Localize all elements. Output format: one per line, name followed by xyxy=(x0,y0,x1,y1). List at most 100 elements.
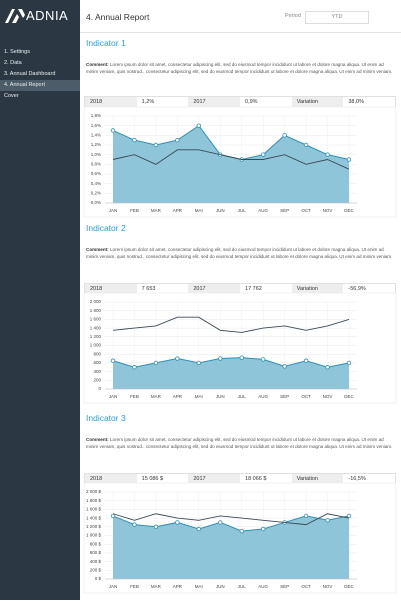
y-tick-label: 2 000 $ xyxy=(86,489,102,494)
marker xyxy=(282,364,287,369)
stat-value: 18 066 $ xyxy=(245,476,267,482)
y-tick-label: 1 600 $ xyxy=(86,507,102,512)
section-title: Indicator 1 xyxy=(86,38,126,48)
y-tick-label: 800 xyxy=(93,351,101,356)
y-tick-label: 1,2% xyxy=(91,142,101,147)
logo-icon xyxy=(5,9,25,23)
marker xyxy=(325,365,330,370)
x-tick-label: MAR xyxy=(151,584,162,589)
x-tick-label: JAN xyxy=(109,394,118,399)
comment-label: Comment: xyxy=(86,62,109,67)
x-tick-label: OCT xyxy=(301,394,311,399)
y-tick-label: 1 200 $ xyxy=(86,524,102,529)
period-select[interactable]: YTD xyxy=(305,11,369,24)
y-tick-label: 800 $ xyxy=(90,541,102,546)
line xyxy=(112,149,350,170)
x-tick-label: NOV xyxy=(323,584,333,589)
x-tick-label: APR xyxy=(173,208,183,213)
stat-value: 0,9% xyxy=(245,99,258,105)
x-tick-label: JUN xyxy=(216,208,225,213)
x-tick-label: SEP xyxy=(280,208,289,213)
y-tick-label: 200 xyxy=(93,377,101,382)
comment: Comment: Lorem ipsum dolor sit amet, con… xyxy=(86,247,394,260)
y-tick-label: 400 $ xyxy=(90,559,102,564)
stat-value: -56,9% xyxy=(348,286,366,292)
chart: 0,0% 0,2% 0,4% 0,6% 0,8% 1,0% 1,2% 1,4% 1,6% 1,8%… xyxy=(83,106,397,218)
period-label: Period xyxy=(285,13,301,19)
marker xyxy=(303,142,309,148)
x-tick-label: DEC xyxy=(344,584,354,589)
y-tick-label: 0,8% xyxy=(91,162,101,167)
x-tick-label: APR xyxy=(173,394,183,399)
marker xyxy=(196,123,202,128)
y-tick-label: 0 $ xyxy=(95,576,102,581)
y-tick-label: 600 xyxy=(93,360,101,365)
x-tick-label: FEB xyxy=(130,208,139,213)
marker xyxy=(110,358,116,363)
stat-value: 1,2% xyxy=(141,99,155,105)
x-tick-label: DEC xyxy=(344,394,354,399)
x-tick-label: JUL xyxy=(238,208,246,213)
x-tick-label: JUL xyxy=(238,394,246,399)
marker xyxy=(303,358,309,363)
stat-value: 38,0% xyxy=(348,99,364,105)
stat-label: 2018 xyxy=(85,97,137,107)
stat-value: 7 653 xyxy=(141,286,156,292)
menu-item[interactable]: 2. Data xyxy=(4,60,22,66)
y-tick-label: 0,6% xyxy=(91,171,101,176)
y-tick-label: 1 000 $ xyxy=(86,533,102,538)
x-tick-label: AUG xyxy=(258,208,268,213)
marker xyxy=(153,524,159,529)
chart: 0 $ 200 $ 400 $ 600 $ 800 $ 1 000 $ 1 200 $ 1 4… xyxy=(83,482,397,594)
comment: Comment: Lorem ipsum dolor sit amet, con… xyxy=(86,62,394,75)
menu-item[interactable]: 1. Settings xyxy=(4,49,30,55)
marker xyxy=(196,526,202,532)
comment: Comment: Lorem ipsum dolor sit amet, con… xyxy=(86,437,394,450)
menu-item[interactable]: Cover xyxy=(4,93,19,99)
stat-value: -16,5% xyxy=(348,476,366,482)
stat-label: Variation xyxy=(291,474,344,484)
x-tick-label: AUG xyxy=(258,584,268,589)
x-tick-label: MAI xyxy=(195,208,203,213)
marker xyxy=(260,152,266,157)
header-divider xyxy=(80,32,401,33)
y-tick-label: 0,2% xyxy=(91,191,101,196)
marker xyxy=(239,355,244,360)
x-tick-label: OCT xyxy=(301,208,311,213)
marker xyxy=(346,513,352,519)
marker xyxy=(110,128,116,133)
menu-item[interactable]: 4. Annual Report xyxy=(0,80,80,91)
x-tick-label: JUN xyxy=(216,394,225,399)
marker xyxy=(282,133,287,138)
x-tick-label: SEP xyxy=(280,394,289,399)
x-tick-label: NOV xyxy=(323,394,333,399)
x-tick-label: AUG xyxy=(258,394,268,399)
y-tick-label: 0 xyxy=(98,386,101,391)
marker xyxy=(260,357,266,362)
stat-label: 2017 xyxy=(188,284,241,294)
marker xyxy=(325,518,330,523)
y-tick-label: 600 $ xyxy=(90,550,102,555)
stat-label: Variation xyxy=(291,284,344,294)
logo-text: ADNIA xyxy=(26,8,69,23)
marker xyxy=(260,526,266,532)
area xyxy=(113,515,349,579)
marker xyxy=(196,360,202,366)
marker xyxy=(218,356,223,361)
x-tick-label: NOV xyxy=(323,208,333,213)
marker xyxy=(303,513,309,519)
y-tick-label: 1 600 xyxy=(90,317,102,322)
area-line xyxy=(112,515,350,532)
marker xyxy=(239,528,244,534)
marker xyxy=(175,356,180,361)
menu-item[interactable]: 3. Annual Dashboard xyxy=(4,71,56,77)
x-tick-label: JUN xyxy=(216,584,225,589)
marker xyxy=(110,513,116,519)
x-tick-label: MAI xyxy=(195,394,203,399)
marker xyxy=(175,137,180,143)
x-tick-label: SEP xyxy=(280,584,289,589)
y-tick-label: 1 800 xyxy=(90,308,102,313)
y-tick-label: 2 000 xyxy=(90,299,102,304)
x-tick-label: JUL xyxy=(238,584,246,589)
